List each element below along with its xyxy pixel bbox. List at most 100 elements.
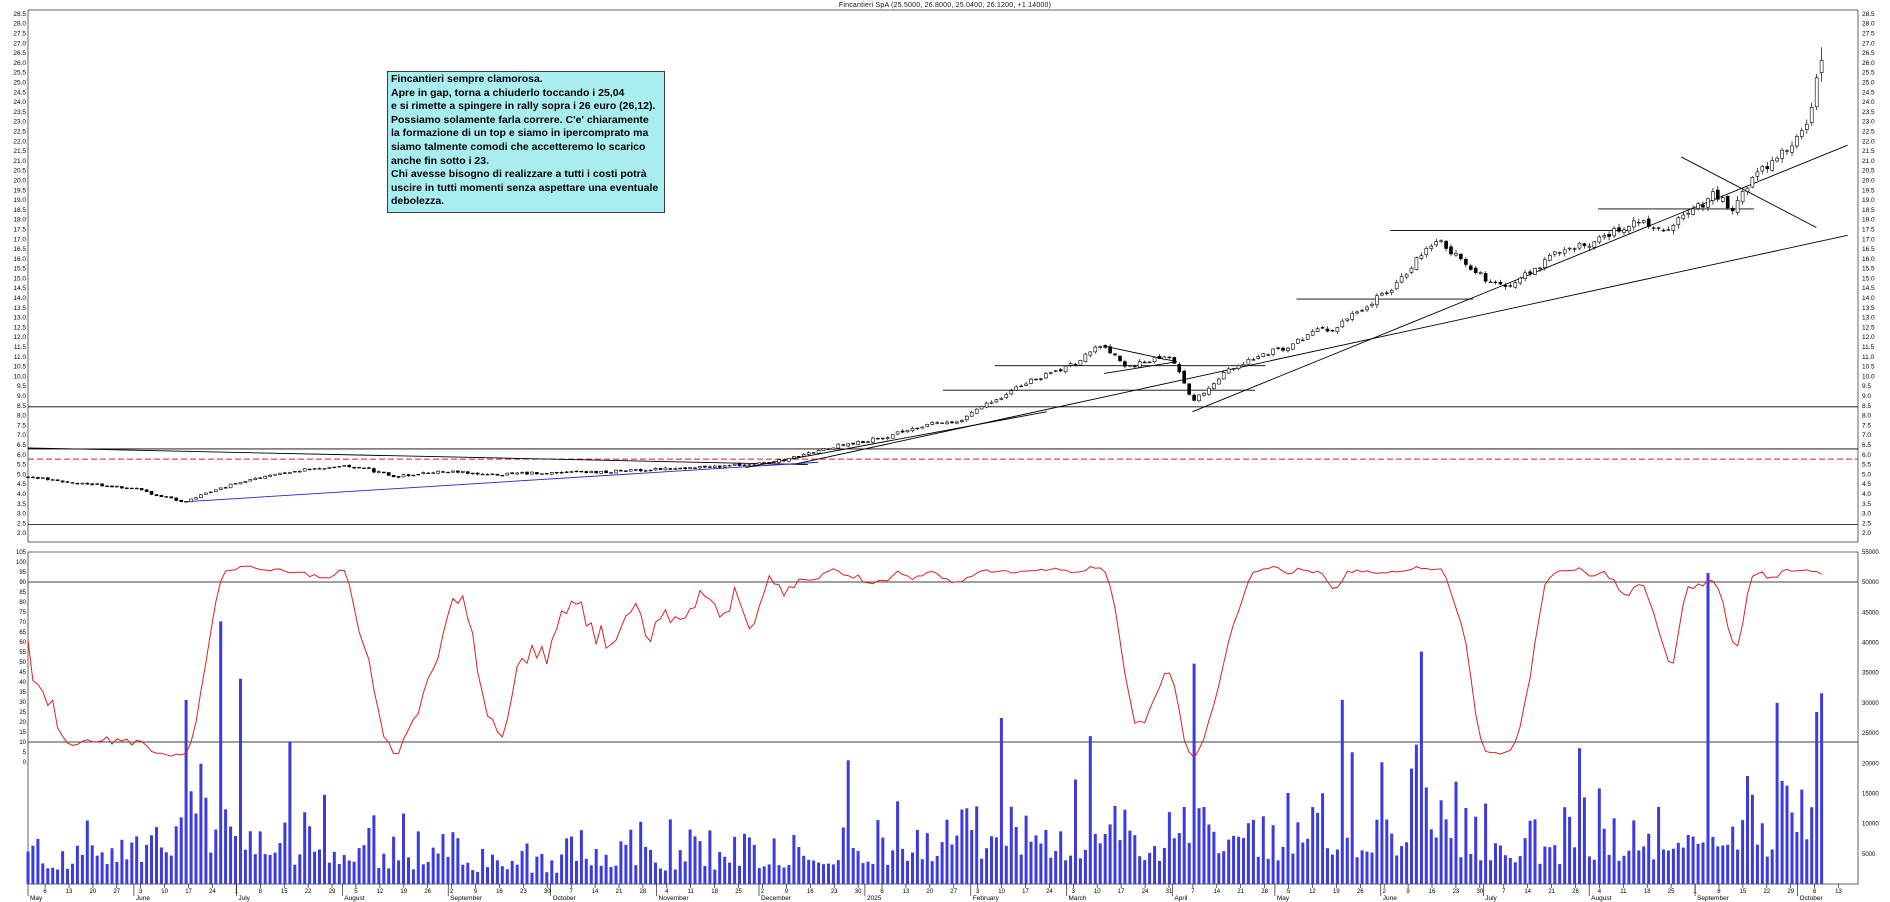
price-axis-label-right: 24.0 bbox=[1862, 99, 1875, 106]
volume-bar bbox=[1261, 816, 1265, 884]
candle-body bbox=[1286, 347, 1290, 351]
price-axis-label-left: 8.0 bbox=[17, 413, 26, 420]
volume-bar bbox=[229, 826, 233, 884]
volume-bar bbox=[1103, 834, 1107, 884]
volume-bar bbox=[362, 845, 366, 884]
week-date-label: 24 bbox=[1046, 889, 1053, 895]
candle-body bbox=[55, 479, 60, 481]
candle-body bbox=[1340, 320, 1345, 328]
volume-bar bbox=[698, 841, 702, 884]
candle-body bbox=[1478, 272, 1483, 275]
volume-bar bbox=[283, 822, 287, 884]
volume-bar bbox=[313, 851, 317, 884]
candle-body bbox=[268, 474, 272, 477]
candle-body bbox=[1745, 187, 1750, 192]
volume-bar bbox=[644, 846, 648, 884]
volume-bar bbox=[510, 861, 514, 884]
candle-body bbox=[1528, 271, 1532, 274]
volume-bar bbox=[1484, 803, 1488, 884]
volume-bar bbox=[703, 865, 707, 884]
volume-bar bbox=[535, 856, 539, 884]
week-date-label: 10 bbox=[161, 889, 168, 895]
volume-bar bbox=[659, 868, 662, 884]
volume-bar bbox=[1731, 826, 1735, 884]
volume-bar bbox=[876, 820, 880, 884]
candle-body bbox=[1197, 394, 1201, 402]
candle-body bbox=[1058, 369, 1063, 372]
price-axis-label-right: 13.5 bbox=[1862, 305, 1875, 312]
candle-body bbox=[1098, 346, 1102, 349]
candle-body bbox=[604, 470, 608, 474]
candle-body bbox=[490, 473, 495, 475]
volume-bar bbox=[1059, 831, 1063, 884]
week-date-label: 29 bbox=[329, 889, 336, 895]
volume-bar bbox=[66, 868, 69, 884]
price-axis-label-left: 26.0 bbox=[13, 60, 26, 67]
candle-body bbox=[683, 467, 688, 470]
candle-body bbox=[288, 472, 292, 474]
volume-bar bbox=[268, 855, 272, 884]
volume-bar bbox=[1242, 838, 1245, 884]
candle-body bbox=[1039, 378, 1043, 380]
volume-bar bbox=[1454, 781, 1458, 884]
candle-body bbox=[1434, 241, 1438, 246]
price-axis-label-left: 11.0 bbox=[14, 354, 27, 361]
candle-body bbox=[223, 487, 228, 489]
candle-body bbox=[1301, 339, 1305, 342]
volume-bar bbox=[1494, 843, 1497, 884]
candle-body bbox=[485, 474, 490, 476]
candle-body bbox=[1656, 227, 1661, 229]
month-label: October bbox=[1800, 895, 1824, 902]
price-axis-label-left: 6.5 bbox=[17, 442, 26, 449]
candle-body bbox=[737, 463, 742, 466]
week-date-label: 10 bbox=[1094, 889, 1101, 895]
volume-bar bbox=[46, 868, 50, 884]
candle-body bbox=[214, 489, 218, 492]
volume-axis-label: 10000 bbox=[1862, 822, 1879, 828]
candle-body bbox=[1192, 394, 1196, 401]
candle-body bbox=[1375, 295, 1379, 306]
candle-body bbox=[431, 472, 436, 474]
candle-body bbox=[70, 482, 75, 484]
volume-bar bbox=[1597, 788, 1601, 884]
candle-body bbox=[638, 469, 643, 472]
volume-bar bbox=[1760, 823, 1764, 884]
week-date-label: 12 bbox=[377, 889, 384, 895]
candle-body bbox=[1676, 217, 1681, 226]
volume-bar bbox=[1054, 851, 1058, 884]
candle-body bbox=[1350, 313, 1354, 320]
volume-bar bbox=[1741, 820, 1745, 884]
candle-body bbox=[386, 472, 391, 476]
volume-bar bbox=[678, 850, 682, 884]
candle-body bbox=[950, 421, 954, 424]
candle-body bbox=[1414, 257, 1419, 270]
candle-body bbox=[317, 468, 322, 470]
volume-bar bbox=[130, 842, 134, 884]
volume-axis-label: 50000 bbox=[1862, 580, 1879, 586]
price-axis-label-right: 6.5 bbox=[1862, 442, 1871, 449]
volume-bar bbox=[1686, 835, 1690, 884]
candle-body bbox=[292, 471, 297, 473]
volume-bar bbox=[159, 847, 163, 884]
week-date-label: 8 bbox=[1717, 889, 1721, 895]
candle-body bbox=[204, 492, 208, 495]
volume-bar bbox=[219, 621, 223, 884]
week-date-label: 19 bbox=[1333, 889, 1340, 895]
volume-bar bbox=[891, 850, 895, 884]
candle-body bbox=[732, 463, 737, 466]
price-axis-label-left: 16.5 bbox=[13, 246, 26, 253]
candle-body bbox=[1775, 157, 1779, 162]
volume-bar bbox=[1479, 860, 1483, 884]
candle-body bbox=[50, 479, 55, 481]
price-axis-label-right: 24.5 bbox=[1862, 89, 1875, 96]
volume-bar bbox=[807, 859, 811, 884]
volume-bar bbox=[332, 851, 336, 884]
volume-bar bbox=[505, 869, 509, 884]
volume-bar bbox=[1237, 836, 1241, 884]
volume-bar bbox=[1360, 850, 1364, 884]
volume-bar bbox=[436, 853, 440, 884]
annotation-line: anche fin sotto i 23. bbox=[391, 154, 490, 167]
candle-body bbox=[302, 468, 307, 472]
volume-bar bbox=[1612, 818, 1616, 884]
volume-bar bbox=[372, 815, 376, 884]
